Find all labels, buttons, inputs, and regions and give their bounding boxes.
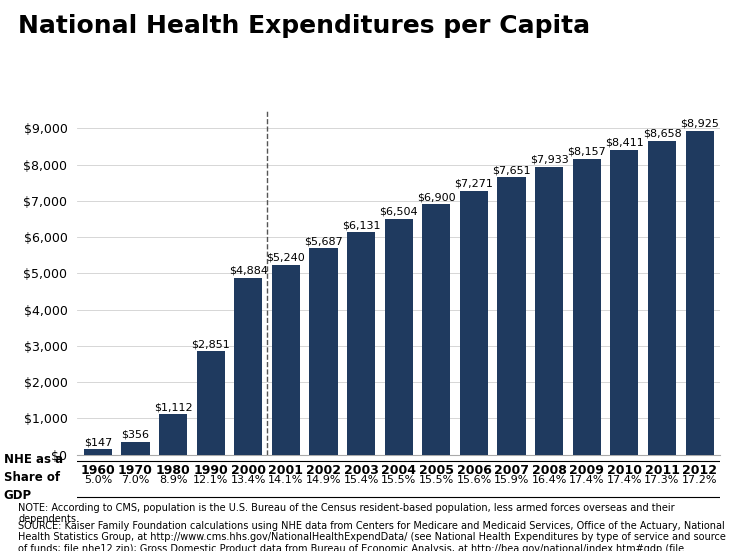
Text: $7,651: $7,651	[492, 165, 531, 175]
Bar	[347, 233, 376, 455]
Text: $6,131: $6,131	[342, 220, 381, 230]
Text: $1,112: $1,112	[154, 402, 193, 412]
Text: SOURCE: Kaiser Family Foundation calculations using NHE data from Centers for Me: SOURCE: Kaiser Family Foundation calcula…	[18, 521, 726, 551]
Bar	[573, 159, 601, 455]
Text: 15.6%: 15.6%	[456, 475, 492, 485]
Text: $2,851: $2,851	[191, 339, 230, 349]
Bar	[535, 167, 563, 455]
Text: NOTE: According to CMS, population is the U.S. Bureau of the Census resident-bas: NOTE: According to CMS, population is th…	[18, 503, 675, 524]
Bar	[272, 264, 300, 455]
Text: $7,933: $7,933	[530, 155, 569, 165]
Bar	[196, 351, 225, 455]
Text: 14.1%: 14.1%	[268, 475, 304, 485]
Text: 12.1%: 12.1%	[193, 475, 229, 485]
Text: 13.4%: 13.4%	[231, 475, 266, 485]
Text: NHE as a
Share of
GDP: NHE as a Share of GDP	[4, 453, 62, 502]
Text: $147: $147	[84, 437, 112, 447]
Text: 14.9%: 14.9%	[306, 475, 341, 485]
Bar	[686, 131, 714, 455]
Text: 16.4%: 16.4%	[531, 475, 567, 485]
Bar	[384, 219, 413, 455]
Text: $5,240: $5,240	[267, 252, 305, 262]
Bar	[234, 278, 262, 455]
Bar	[121, 442, 150, 455]
Bar	[159, 414, 187, 455]
Bar	[498, 177, 526, 455]
Text: $7,271: $7,271	[454, 179, 493, 189]
Bar	[648, 141, 676, 455]
Text: KAISER: KAISER	[654, 515, 702, 528]
Text: 15.5%: 15.5%	[419, 475, 454, 485]
Text: 17.3%: 17.3%	[645, 475, 680, 485]
Text: $8,925: $8,925	[680, 119, 719, 129]
Text: $6,504: $6,504	[379, 207, 418, 217]
Bar	[84, 449, 112, 455]
Text: $4,884: $4,884	[229, 266, 268, 276]
Text: 17.4%: 17.4%	[606, 475, 642, 485]
Text: 5.0%: 5.0%	[84, 475, 112, 485]
Text: 17.4%: 17.4%	[569, 475, 604, 485]
Text: $8,411: $8,411	[605, 138, 644, 148]
Text: FAMILY: FAMILY	[655, 523, 701, 537]
Text: $8,658: $8,658	[642, 128, 681, 138]
Text: $8,157: $8,157	[567, 147, 606, 156]
Bar	[610, 150, 639, 455]
Text: National Health Expenditures per Capita: National Health Expenditures per Capita	[18, 14, 590, 38]
Text: THE HENRY J.: THE HENRY J.	[657, 510, 699, 515]
Text: $6,900: $6,900	[417, 192, 456, 202]
Text: 17.2%: 17.2%	[682, 475, 717, 485]
Bar	[460, 191, 488, 455]
Text: 7.0%: 7.0%	[121, 475, 150, 485]
Text: FOUNDATION: FOUNDATION	[657, 538, 699, 543]
Text: $356: $356	[121, 429, 149, 440]
Text: 15.4%: 15.4%	[343, 475, 379, 485]
Bar	[422, 204, 451, 455]
Text: 15.5%: 15.5%	[381, 475, 416, 485]
Text: 8.9%: 8.9%	[159, 475, 187, 485]
Text: $5,687: $5,687	[304, 236, 343, 246]
Bar	[309, 249, 337, 455]
Text: 15.9%: 15.9%	[494, 475, 529, 485]
